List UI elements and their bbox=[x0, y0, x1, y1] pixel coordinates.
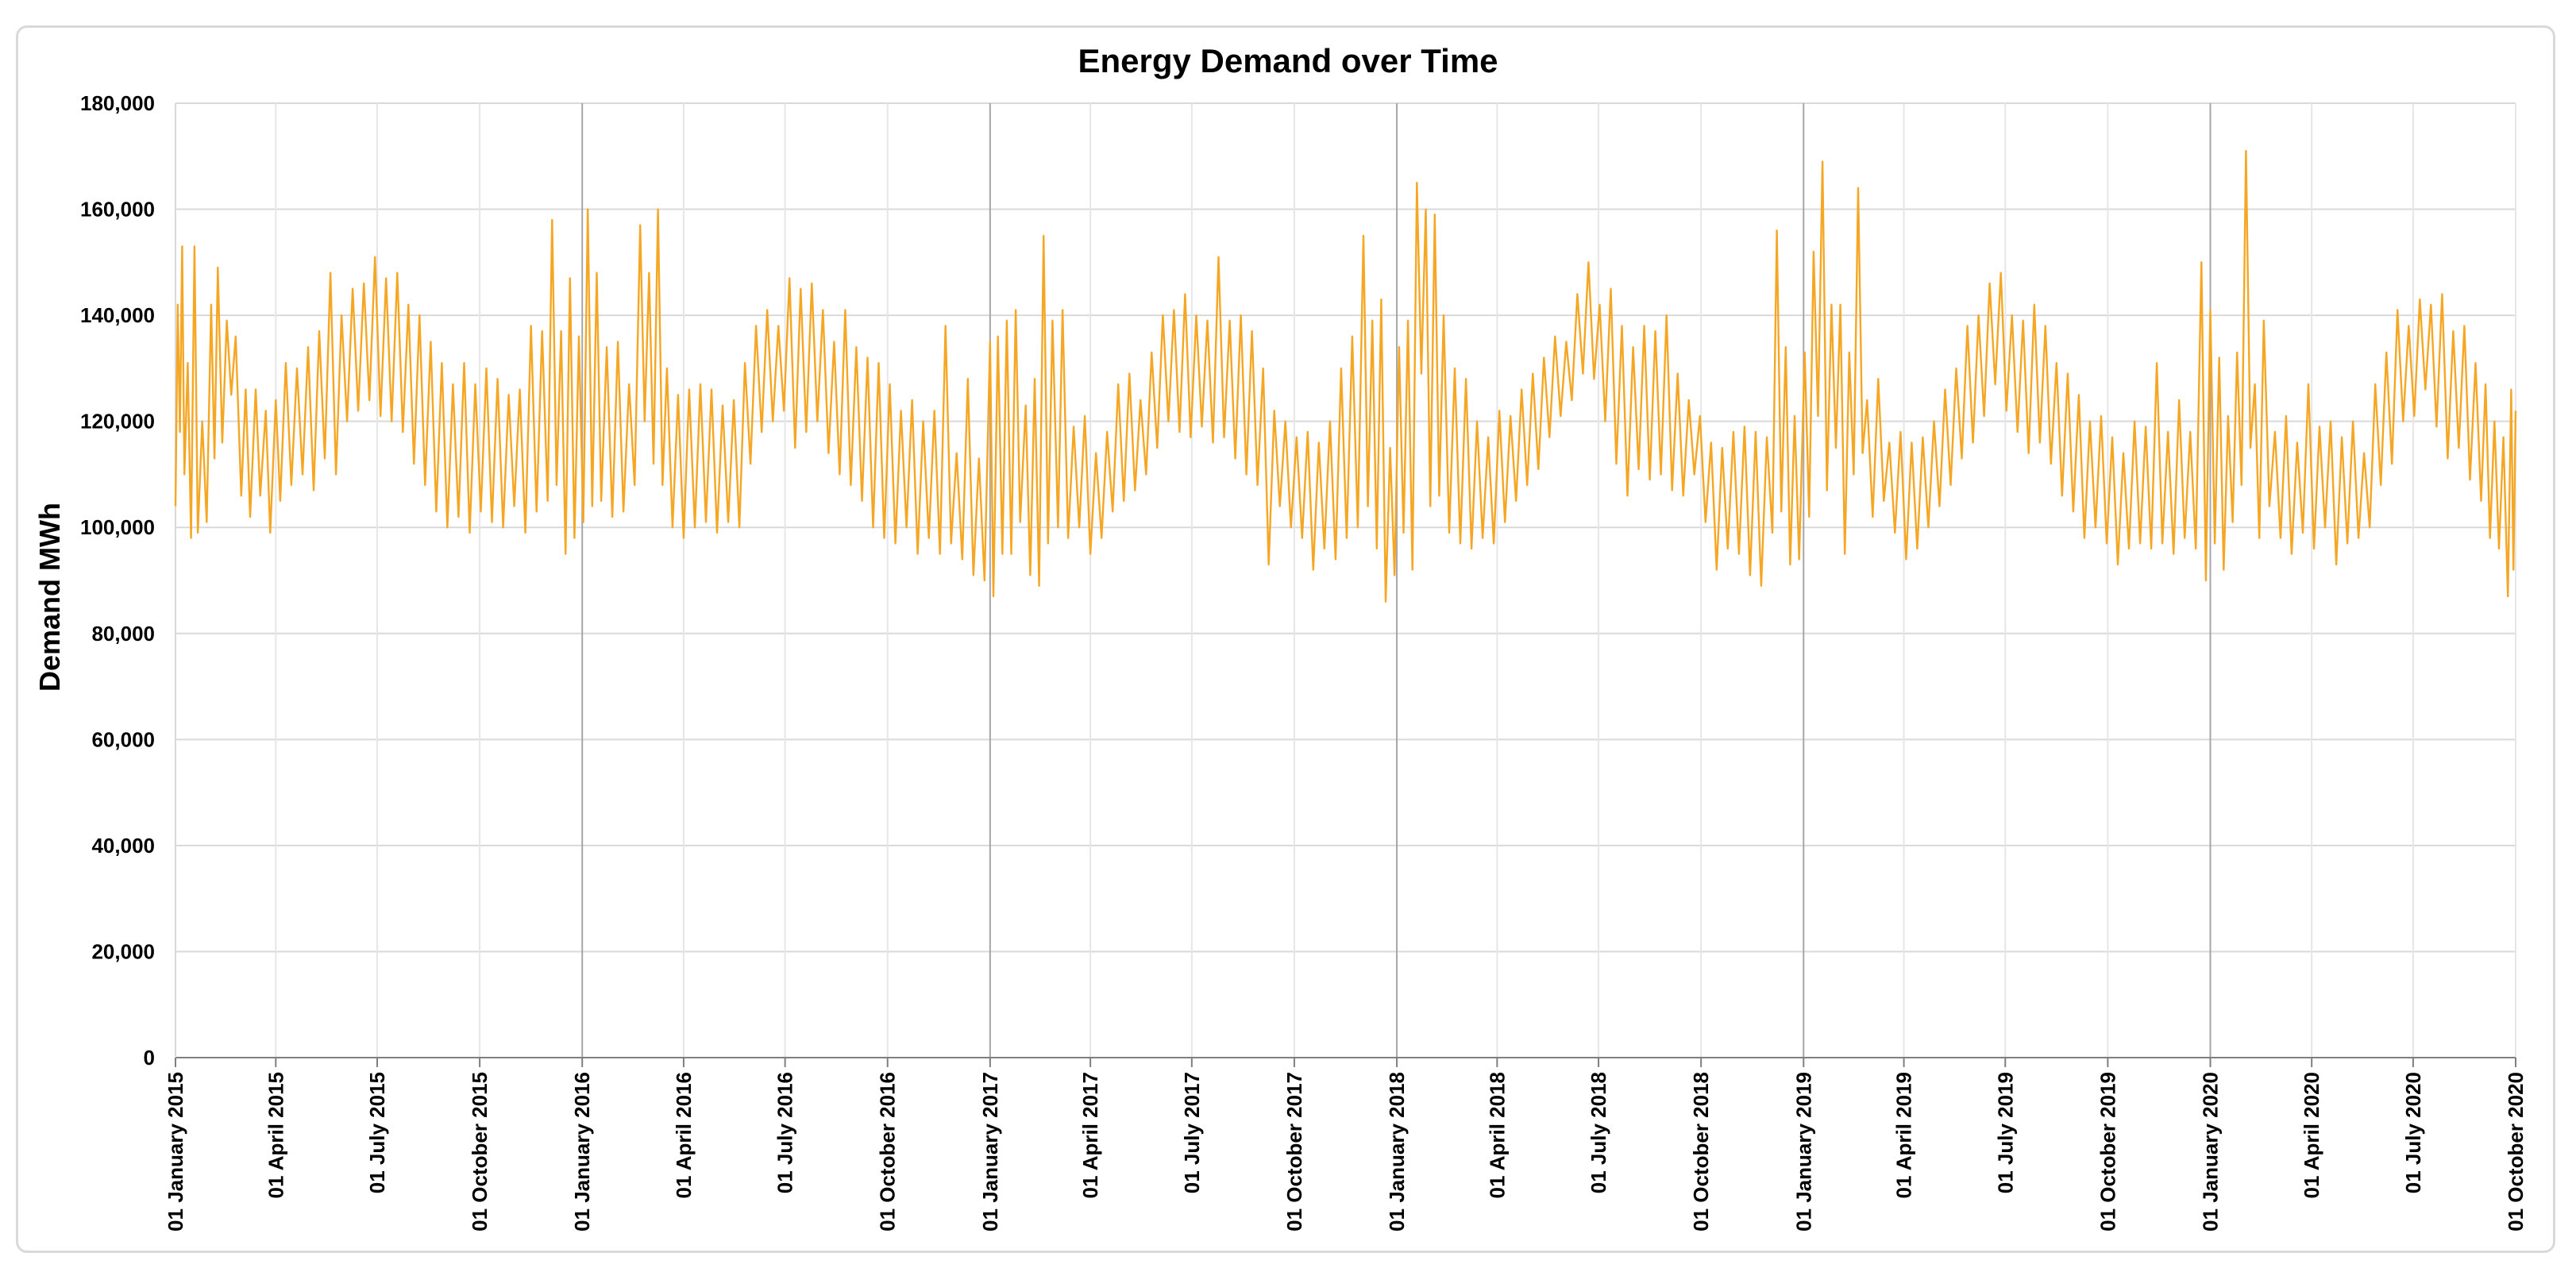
gridlines bbox=[175, 102, 2516, 1058]
y-tick-label: 120,000 bbox=[80, 410, 155, 434]
x-tick-label: 01 July 2019 bbox=[1993, 1072, 2017, 1193]
y-tick-label: 40,000 bbox=[91, 834, 155, 858]
x-tick-label: 01 January 2018 bbox=[1385, 1072, 1409, 1232]
y-tick-label: 0 bbox=[144, 1046, 155, 1070]
x-tick-label: 01 October 2018 bbox=[1689, 1072, 1713, 1232]
x-tick-label: 01 April 2020 bbox=[2300, 1072, 2323, 1198]
x-tick-label: 01 April 2018 bbox=[1485, 1072, 1509, 1198]
y-tick-label: 80,000 bbox=[91, 622, 155, 646]
demand-series-line bbox=[174, 149, 2517, 603]
series-layer bbox=[174, 149, 2517, 603]
y-tick-label: 20,000 bbox=[91, 939, 155, 963]
x-tick-label: 01 July 2016 bbox=[773, 1072, 797, 1193]
x-tick-label: 01 January 2017 bbox=[978, 1072, 1002, 1232]
x-tick-label: 01 October 2020 bbox=[2504, 1072, 2528, 1232]
x-tick-label: 01 October 2015 bbox=[468, 1072, 492, 1232]
x-tick-label: 01 October 2017 bbox=[1282, 1072, 1306, 1232]
y-axis-ticks: 0 20,000 40,000 60,000 80,000 100,000 120,000 1… bbox=[80, 91, 155, 1070]
line-chart: Energy Demand over Time Demand MWh 0 20,0… bbox=[33, 42, 2528, 1232]
y-tick-label: 100,000 bbox=[80, 515, 155, 539]
x-tick-label: 01 January 2019 bbox=[1791, 1072, 1815, 1232]
x-tick-label: 01 October 2016 bbox=[876, 1072, 900, 1232]
x-tick-label: 01 July 2018 bbox=[1587, 1072, 1610, 1193]
chart-frame: Energy Demand over Time Demand MWh 0 20,0… bbox=[16, 25, 2555, 1253]
y-tick-label: 140,000 bbox=[80, 303, 155, 327]
x-tick-label: 01 January 2020 bbox=[2198, 1072, 2222, 1232]
y-tick-label: 160,000 bbox=[80, 198, 155, 222]
chart-title: Energy Demand over Time bbox=[1078, 42, 1498, 79]
x-tick-label: 01 July 2020 bbox=[2401, 1072, 2425, 1193]
x-tick-label: 01 April 2016 bbox=[672, 1072, 696, 1198]
x-tick-label: 01 October 2019 bbox=[2096, 1072, 2119, 1232]
x-tick-label: 01 April 2015 bbox=[264, 1072, 287, 1198]
x-tick-label: 01 January 2015 bbox=[164, 1072, 187, 1232]
x-tick-label: 01 July 2015 bbox=[365, 1072, 389, 1193]
y-axis-title: Demand MWh bbox=[33, 503, 66, 692]
x-axis-ticks: 01 January 2015 01 April 2015 01 July 2015… bbox=[164, 1072, 2528, 1232]
axes bbox=[175, 103, 2516, 1067]
y-tick-label: 60,000 bbox=[91, 727, 155, 751]
x-tick-label: 01 July 2017 bbox=[1180, 1072, 1204, 1193]
x-tick-label: 01 January 2016 bbox=[570, 1072, 594, 1232]
x-tick-label: 01 April 2017 bbox=[1078, 1072, 1102, 1198]
y-tick-label: 180,000 bbox=[80, 91, 155, 115]
x-tick-label: 01 April 2019 bbox=[1892, 1072, 1916, 1198]
